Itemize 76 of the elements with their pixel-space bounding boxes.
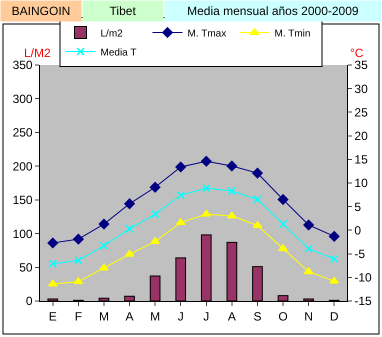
point [176,218,186,226]
chart-title: BAINGOIN [12,4,70,18]
point [47,238,58,248]
x-tick-label: S [253,309,262,324]
point [175,162,186,172]
point [99,264,109,270]
point [124,198,135,210]
point [253,195,262,204]
point [74,277,84,284]
x-tick-label: A [228,309,236,324]
point [176,191,185,200]
chart-subtitle: Tibet [110,4,136,18]
y-tick-label: 0 [26,294,33,308]
x-tick-label: J [203,309,210,324]
point [150,210,160,218]
y2-tick-label: -10 [354,270,372,285]
point [252,168,263,178]
point [73,234,84,244]
x-tick-label: O [278,309,288,324]
point [202,210,212,217]
text: Media mensual años 2000-2009 [187,4,359,18]
point [278,220,288,228]
point [304,244,313,253]
x-tick-label: M [98,309,109,324]
point [202,184,211,192]
y-tick-label: 100 [12,226,33,241]
y-tick-label: 200 [12,159,33,174]
y2-tick-label: 10 [354,176,368,190]
y-tick-label: 50 [19,260,33,274]
point [303,220,314,230]
x-tick-label: J [178,309,184,324]
point [226,160,238,172]
point [328,231,340,242]
point [98,218,110,230]
x-tick-label: D [330,309,339,324]
y-tick-label: 150 [12,193,33,208]
x-tick-label: A [126,309,134,324]
legend-label: M. Tmax [188,28,226,40]
point [48,259,58,268]
point [330,254,338,264]
y2-tick-label: 30 [354,82,368,96]
y-axis-title: L/M2 [24,46,52,60]
x-tick-label: M [150,309,160,324]
point [227,212,237,219]
y2-tick-label: 0 [354,223,362,238]
x-tick-label: F [74,309,82,324]
point [48,280,58,287]
y2-tick-label: 20 [354,129,368,143]
point [124,250,134,257]
y2-tick-label: 35 [354,58,368,72]
legend-label: M. Tmin [274,28,310,40]
y-tick-label: 300 [12,92,33,106]
legend-label: L/m2 [100,28,124,40]
point [150,182,160,193]
point [74,256,83,265]
x-tick-label: E [48,309,57,324]
y2-tick-label: 5 [354,200,362,214]
legend-label: Media T [100,47,136,58]
y2-axis-title: °C [350,46,364,60]
point [329,276,339,284]
point [278,194,288,205]
y2-tick-label: -15 [354,294,372,308]
point [200,156,212,167]
y2-tick-label: 25 [354,105,368,120]
point [228,186,236,196]
point [150,237,160,244]
y2-tick-label: 15 [354,152,368,167]
point [100,242,108,250]
y-tick-label: 250 [12,126,33,140]
y2-tick-label: -5 [354,247,366,261]
point [125,224,134,234]
x-tick-label: N [304,309,313,324]
point [304,267,314,274]
y-tick-label: 350 [12,58,33,72]
point [278,244,288,252]
point [252,221,262,228]
